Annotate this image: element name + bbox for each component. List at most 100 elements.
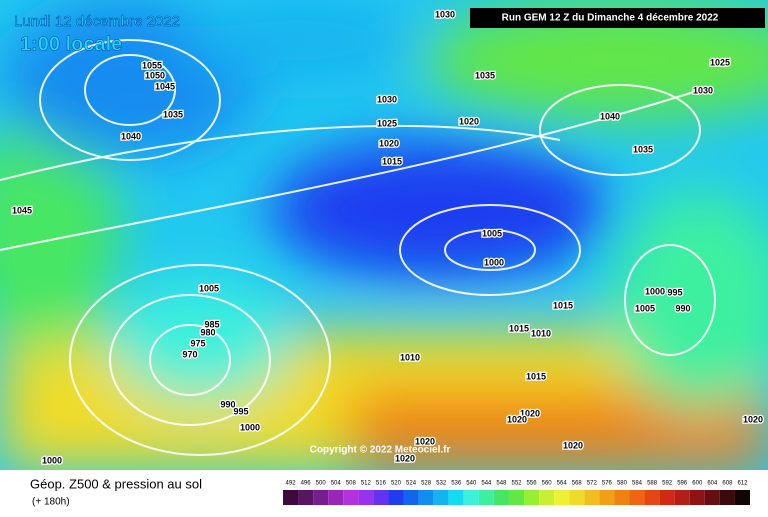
scale-label: 508 <box>346 481 357 487</box>
isobar-label: 1010 <box>531 328 551 338</box>
isobar-label: 1050 <box>145 70 165 80</box>
isobar-label: 1015 <box>526 371 546 381</box>
isobar-label: 1000 <box>240 422 260 432</box>
scale-swatch <box>674 490 690 505</box>
scale-label: 596 <box>677 481 688 487</box>
scale-swatch <box>298 490 314 505</box>
isobar-label: 1040 <box>600 111 620 121</box>
scale-label: 608 <box>722 481 733 487</box>
scale-swatch <box>629 490 645 505</box>
scale-swatch <box>403 490 419 505</box>
scale-label: 492 <box>286 481 297 487</box>
time: 1:00 locale <box>20 33 122 55</box>
scale-swatch <box>328 490 344 505</box>
isobar-label: 1020 <box>507 414 527 424</box>
scale-swatch <box>734 490 750 505</box>
isobar-label: 1015 <box>382 156 402 166</box>
scale-swatch <box>508 490 525 505</box>
isobar-label: 1000 <box>484 257 504 267</box>
isobar-label: 990 <box>675 303 690 313</box>
isobar-label: 1030 <box>377 94 397 104</box>
scale-label: 520 <box>391 481 402 487</box>
scale-swatch <box>644 490 660 505</box>
isobar-label: 980 <box>200 327 215 337</box>
scale-label: 528 <box>421 481 432 487</box>
isobar-label: 1005 <box>482 228 502 238</box>
scale-swatch <box>418 490 434 505</box>
scale-swatch <box>659 490 675 505</box>
z500-field <box>0 0 768 470</box>
copyright: Copyright © 2022 Meteociel.fr <box>310 445 451 456</box>
isobar-label: 1000 <box>42 455 62 465</box>
scale-swatch <box>584 490 600 505</box>
isobar-label: 990 <box>220 399 235 409</box>
scale-swatch <box>463 490 479 505</box>
run-title: Run GEM 12 Z du Dimanche 4 décembre 2022 <box>502 13 719 24</box>
isobar-label: 1045 <box>155 81 175 91</box>
scale-label: 496 <box>301 481 312 487</box>
scale-label: 516 <box>376 481 387 487</box>
scale-label: 592 <box>662 481 673 487</box>
isobar-label: 1020 <box>459 116 479 126</box>
scale-label: 560 <box>542 481 553 487</box>
scale-swatch <box>343 490 359 505</box>
scale-swatch <box>388 490 404 505</box>
scale-label: 580 <box>617 481 628 487</box>
isobar-label: 985 <box>204 319 219 329</box>
scale-label: 588 <box>647 481 658 487</box>
isobar-label: 1025 <box>377 118 397 128</box>
isobar-label: 1010 <box>400 352 420 362</box>
isobar-label: 1005 <box>635 303 655 313</box>
scale-swatch <box>524 490 540 505</box>
scale-swatch <box>539 490 555 505</box>
isobar-label: 1035 <box>633 144 653 154</box>
scale-swatch <box>358 490 374 505</box>
scale-swatch <box>493 490 509 505</box>
scale-label: 540 <box>466 481 477 487</box>
isobar-label: 970 <box>182 349 197 359</box>
scale-swatch <box>704 490 720 505</box>
footer-lead: (+ 180h) <box>32 497 70 508</box>
scale-label: 500 <box>316 481 327 487</box>
isobar-label: 1035 <box>163 109 183 119</box>
scale-swatch <box>478 490 494 505</box>
scale-label: 548 <box>496 481 507 487</box>
run-box <box>470 8 765 28</box>
isobars <box>0 39 716 456</box>
isobar-label: 1015 <box>553 300 573 310</box>
scale-swatch <box>599 490 615 505</box>
scale-swatch <box>313 490 329 505</box>
scale-swatch <box>373 490 389 505</box>
isobar-label: 1030 <box>435 9 455 19</box>
isobar-label: 1040 <box>121 131 141 141</box>
date: Lundi 12 décembre 2022 <box>14 13 180 30</box>
scale-label: 568 <box>572 481 583 487</box>
isobar-label: 1045 <box>12 205 32 215</box>
scale-swatch <box>433 490 449 505</box>
scale-label: 532 <box>436 481 447 487</box>
isobar-label: 1020 <box>395 453 415 463</box>
scale-swatch <box>554 490 570 505</box>
scale-label: 556 <box>527 481 538 487</box>
isobar-label: 1055 <box>142 60 162 70</box>
isobar-label: 995 <box>233 406 248 416</box>
isobar-label: 1030 <box>693 85 713 95</box>
scale-swatch <box>569 490 585 505</box>
isobar-label: 1020 <box>563 440 583 450</box>
isobar-label: 1000 <box>645 286 665 296</box>
isobar-label: 1020 <box>743 414 763 424</box>
scale-label: 612 <box>737 481 748 487</box>
isobar-label: 995 <box>667 287 682 297</box>
scale-label: 604 <box>707 481 718 487</box>
scale-label: 544 <box>481 481 492 487</box>
scale-label: 536 <box>451 481 462 487</box>
isobar-label: 1020 <box>379 138 399 148</box>
scale-label: 600 <box>692 481 703 487</box>
isobar-label: 1020 <box>520 408 540 418</box>
isobar-label: 1020 <box>415 436 435 446</box>
scale-label: 504 <box>331 481 342 487</box>
scale-label: 512 <box>361 481 372 487</box>
scale-label: 564 <box>557 481 568 487</box>
isobar-label: 1005 <box>199 283 219 293</box>
